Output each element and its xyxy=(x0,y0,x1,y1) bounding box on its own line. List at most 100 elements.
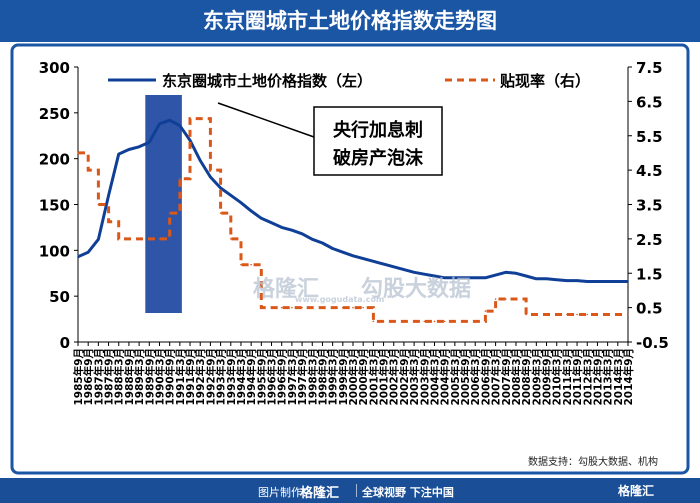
point-land-index xyxy=(535,277,538,280)
x-tick-label: 1998年9月 xyxy=(316,348,329,406)
point-discount-rate xyxy=(403,320,405,323)
x-tick-label: 1995年9月 xyxy=(255,348,268,406)
point-discount-rate xyxy=(229,238,232,240)
annotation-line-1: 央行加息刺 xyxy=(333,119,423,141)
point-land-index xyxy=(138,145,140,148)
x-tick-label: 2011年9月 xyxy=(571,348,584,406)
x-tick-label: 1996年3月 xyxy=(266,348,279,406)
point-discount-rate xyxy=(454,320,456,323)
point-discount-rate xyxy=(464,320,466,323)
point-land-index xyxy=(464,277,466,279)
x-tick-label: 1991年3月 xyxy=(174,348,187,406)
x-tick-label: 2008年3月 xyxy=(510,348,523,406)
point-discount-rate xyxy=(260,306,263,309)
point-discount-rate xyxy=(596,313,599,316)
y-right-tick-label: 7.5 xyxy=(636,59,663,77)
point-discount-rate xyxy=(77,152,79,154)
chart-panel: 0 50 100 150 200 250 300 -0.5 0.5 1.5 2.5 3.5 4.5 5.5… xyxy=(8,43,692,476)
point-discount-rate xyxy=(413,320,415,323)
y-left-tick-label: 100 xyxy=(39,242,70,260)
point-land-index xyxy=(280,226,283,229)
point-land-index xyxy=(372,260,375,263)
point-discount-rate xyxy=(555,313,558,316)
y-left-tick-label: 150 xyxy=(39,197,70,215)
point-land-index xyxy=(494,274,497,276)
footer-divider xyxy=(356,484,357,497)
x-tick-label: 2013年3月 xyxy=(602,348,615,406)
point-discount-rate xyxy=(535,313,538,316)
watermark-left: 格隆汇 xyxy=(253,277,320,302)
point-discount-rate xyxy=(545,313,548,316)
point-discount-rate xyxy=(321,306,324,309)
y-right-tick-label: 3.5 xyxy=(636,197,663,215)
x-tick-label: 1987年3月 xyxy=(92,348,105,406)
x-tick-label: 1985年9月 xyxy=(72,348,85,406)
point-discount-rate xyxy=(270,306,273,309)
point-land-index xyxy=(596,280,599,283)
point-land-index xyxy=(352,255,354,257)
x-tick-label: 1999年9月 xyxy=(337,348,350,406)
y-right-tick-label: 4.5 xyxy=(636,162,663,180)
x-tick-label: 2000年3月 xyxy=(347,348,360,406)
point-land-index xyxy=(168,119,171,121)
point-land-index xyxy=(413,271,415,274)
x-tick-label: 2005年9月 xyxy=(459,348,472,406)
point-land-index xyxy=(433,275,436,277)
highlight-band xyxy=(145,95,182,313)
point-land-index xyxy=(77,255,79,258)
x-tick-label: 2001年3月 xyxy=(367,348,380,406)
x-tick-label: 2003年3月 xyxy=(408,348,421,406)
x-tick-label: 1987年9月 xyxy=(103,348,116,406)
source-note: 数据支持：勾股大数据、机构 xyxy=(528,457,658,468)
point-discount-rate xyxy=(97,203,100,206)
point-land-index xyxy=(576,279,578,282)
point-land-index xyxy=(484,277,487,279)
x-tick-label: 1993年3月 xyxy=(215,348,228,406)
x-tick-label: 2005年3月 xyxy=(449,348,462,406)
point-land-index xyxy=(525,275,527,277)
point-land-index xyxy=(504,271,507,274)
point-land-index xyxy=(627,280,629,283)
point-discount-rate xyxy=(382,320,385,323)
legend-label-discount-rate: 贴现率（右） xyxy=(500,72,590,90)
x-tick-label: 2006年9月 xyxy=(479,348,492,406)
point-land-index xyxy=(382,263,385,265)
chart-svg: 0 50 100 150 200 250 300 -0.5 0.5 1.5 2.5 3.5 4.5 5.5… xyxy=(10,43,690,475)
y-right-tick-label: 0.5 xyxy=(636,300,663,318)
point-land-index xyxy=(87,251,89,253)
x-tick-label: 1990年3月 xyxy=(153,348,166,406)
point-land-index xyxy=(342,251,344,253)
point-discount-rate xyxy=(179,177,181,180)
point-discount-rate xyxy=(107,220,110,223)
point-land-index xyxy=(250,210,252,212)
point-discount-rate xyxy=(87,169,89,171)
x-tick-label: 1999年3月 xyxy=(327,348,340,406)
x-tick-label: 1997年3月 xyxy=(286,348,299,406)
point-land-index xyxy=(443,277,446,279)
x-tick-label: 1989年9月 xyxy=(143,348,156,406)
point-discount-rate xyxy=(525,313,527,316)
x-tick-label: 1994年3月 xyxy=(235,348,248,406)
point-land-index xyxy=(321,242,324,244)
x-tick-label: 2002年3月 xyxy=(388,348,401,406)
point-discount-rate xyxy=(250,263,252,266)
x-tick-label: 2004年3月 xyxy=(428,348,441,406)
point-discount-rate xyxy=(219,212,222,214)
footer-bar: 图片制作： 格隆汇 全球视野 下注中国 格隆汇 xyxy=(0,478,700,503)
point-land-index xyxy=(97,238,100,241)
point-land-index xyxy=(545,277,548,280)
x-tick-label: 1994年9月 xyxy=(245,348,258,406)
legend-label-land-index: 东京圈城市土地价格指数（左） xyxy=(162,72,372,90)
x-tick-label: 2009年9月 xyxy=(541,348,554,406)
point-land-index xyxy=(148,141,151,143)
y-right-tick-label: 6.5 xyxy=(636,93,663,111)
x-tick-label: 2009年3月 xyxy=(530,348,543,406)
point-discount-rate xyxy=(372,320,375,323)
point-discount-rate xyxy=(352,306,354,309)
x-tick-label: 2011年3月 xyxy=(561,348,574,406)
x-tick-label: 1988年9月 xyxy=(123,348,136,406)
point-land-index xyxy=(423,273,426,275)
point-land-index xyxy=(179,124,181,127)
point-land-index xyxy=(606,280,609,283)
